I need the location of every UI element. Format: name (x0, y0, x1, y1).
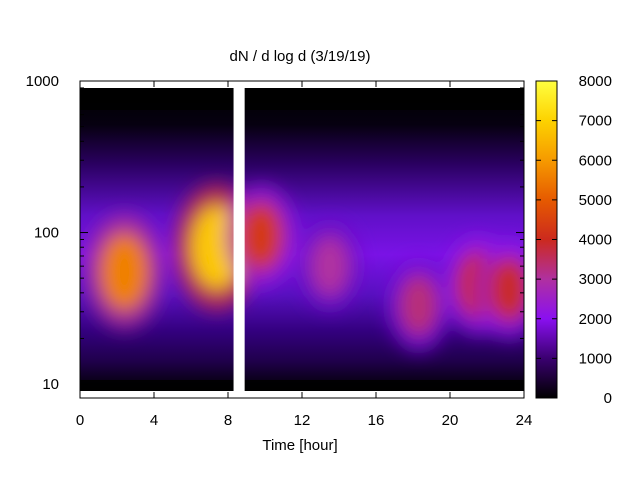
heatmap-area (80, 88, 524, 391)
colorbar-tick-label: 8000 (579, 73, 612, 90)
x-tick-label: 0 (76, 412, 84, 429)
colorbar-tick-label: 2000 (579, 311, 612, 328)
bottom-black-band (80, 380, 524, 391)
y-tick-label: 10 (42, 376, 59, 393)
colorbar-tick-label: 3000 (579, 271, 612, 288)
colorbar-tick-label: 0 (604, 390, 612, 407)
x-tick-label: 20 (442, 412, 459, 429)
y-tick-label: 100 (34, 225, 59, 242)
x-tick-label: 16 (368, 412, 385, 429)
colorbar-tick-label: 6000 (579, 152, 612, 169)
heat-feature (488, 256, 524, 323)
y-axis: 10 100 1000 (26, 73, 524, 393)
x-tick-label: 4 (150, 412, 158, 429)
x-tick-label: 12 (294, 412, 311, 429)
x-axis: 0 4 8 12 16 20 24 (76, 81, 533, 429)
colorbar-tick-label: 7000 (579, 113, 612, 130)
colorbar-tick-label: 5000 (579, 192, 612, 209)
colorbar-tick-label: 4000 (579, 232, 612, 249)
x-tick-label: 24 (516, 412, 533, 429)
colorbar-axis: 0 1000 2000 3000 4000 5000 6000 7000 8000 (536, 73, 612, 407)
heat-feature (100, 233, 149, 311)
gap-strip (233, 88, 245, 391)
y-tick-label: 1000 (26, 73, 59, 90)
x-tick-label: 8 (224, 412, 232, 429)
data-gap (233, 88, 245, 391)
top-black-band (80, 88, 524, 110)
colorbar-tick-label: 1000 (579, 350, 612, 367)
heat-feature (239, 201, 283, 271)
heat-feature (310, 236, 349, 297)
heat-feature (398, 274, 439, 337)
x-axis-label: Time [hour] (262, 437, 337, 454)
chart-title: dN / d log d (3/19/19) (230, 48, 371, 65)
